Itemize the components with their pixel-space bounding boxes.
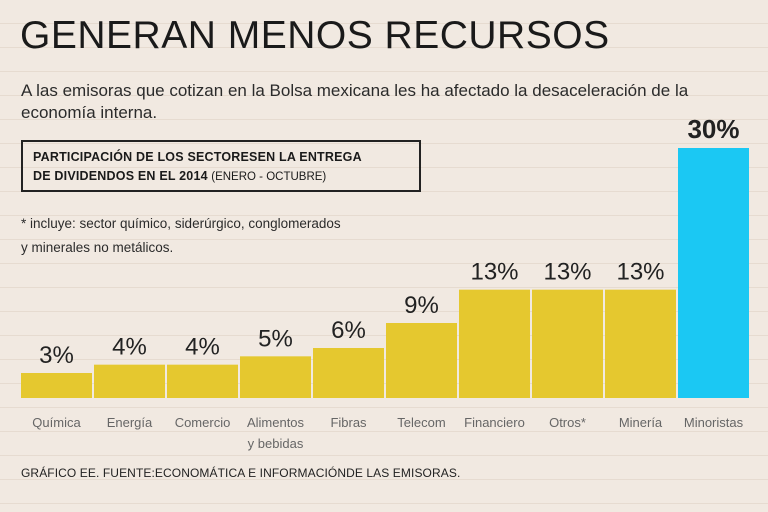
bar-energia	[94, 364, 165, 398]
bar-financiero	[459, 289, 530, 398]
category-label-fibras: Fibras	[330, 415, 367, 430]
value-label-quimica: 3%	[39, 342, 74, 369]
box-title-line2: DE DIVIDENDOS EN EL 2014	[33, 169, 208, 183]
value-label-mineria: 13%	[616, 259, 664, 286]
bar-fibras	[313, 348, 384, 398]
category-label-quimica: Química	[32, 415, 81, 430]
value-label-telecom: 9%	[404, 292, 439, 319]
value-label-minoristas: 30%	[687, 114, 739, 144]
value-label-fibras: 6%	[331, 317, 366, 344]
box-period: (ENERO - OCTUBRE)	[211, 171, 327, 183]
category-label-alimentos: Alimentos y bebidas	[247, 415, 305, 451]
category-label-minoristas: Minoristas	[684, 415, 744, 430]
bar-quimica	[21, 373, 92, 398]
value-label-comercio: 4%	[185, 334, 220, 361]
chart-legend-box: PARTICIPACIÓN DE LOS SECTORESEN LA ENTRE…	[21, 140, 421, 192]
category-label-comercio: Comercio	[175, 415, 231, 430]
bar-comercio	[167, 364, 238, 398]
source-footer: GRÁFICO EE. FUENTE:ECONOMÁTICA E INFORMA…	[21, 466, 461, 480]
bar-alimentos	[240, 356, 311, 398]
box-title-line1: PARTICIPACIÓN DE LOS SECTORESEN LA ENTRE…	[33, 150, 362, 164]
category-label-telecom: Telecom	[397, 415, 445, 430]
category-label-mineria: Minería	[619, 415, 663, 430]
category-label-financiero: Financiero	[464, 415, 525, 430]
bar-mineria	[605, 289, 676, 398]
category-label-otros: Otros*	[549, 415, 586, 430]
value-label-financiero: 13%	[470, 259, 518, 286]
chart-subtitle: A las emisoras que cotizan en la Bolsa m…	[21, 81, 689, 122]
bar-telecom	[386, 323, 457, 398]
chart-title: GENERAN MENOS RECURSOS	[20, 14, 610, 57]
value-label-alimentos: 5%	[258, 325, 293, 352]
bar-otros	[532, 289, 603, 398]
value-label-energia: 4%	[112, 334, 147, 361]
value-label-otros: 13%	[543, 259, 591, 286]
bar-minoristas	[678, 148, 749, 398]
category-label-energia: Energía	[107, 415, 153, 430]
footnote-includes: * incluye: sector químico, siderúrgico, …	[21, 216, 341, 255]
